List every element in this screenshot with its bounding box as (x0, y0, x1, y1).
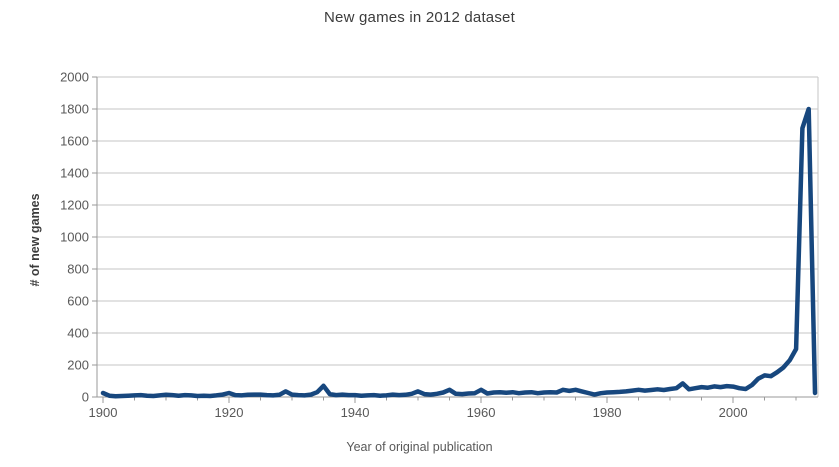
x-tick-label: 1960 (467, 405, 496, 420)
y-tick-label: 2000 (60, 70, 89, 85)
x-axis-title: Year of original publication (346, 440, 493, 454)
y-tick-label: 0 (82, 390, 89, 405)
y-tick-label: 1000 (60, 230, 89, 245)
x-tick-label: 1900 (89, 405, 118, 420)
y-tick-label: 200 (67, 358, 89, 373)
x-tick-label: 1980 (593, 405, 622, 420)
x-tick-label: 1920 (215, 405, 244, 420)
y-tick-label: 1800 (60, 102, 89, 117)
y-tick-label: 400 (67, 326, 89, 341)
y-tick-label: 800 (67, 262, 89, 277)
y-tick-label: 1600 (60, 134, 89, 149)
x-tick-label: 1940 (341, 405, 370, 420)
y-tick-label: 1200 (60, 198, 89, 213)
chart-title: New games in 2012 dataset (324, 9, 515, 26)
y-tick-label: 1400 (60, 166, 89, 181)
x-tick-label: 2000 (719, 405, 748, 420)
y-tick-label: 600 (67, 294, 89, 309)
chart-line-series (100, 106, 818, 399)
